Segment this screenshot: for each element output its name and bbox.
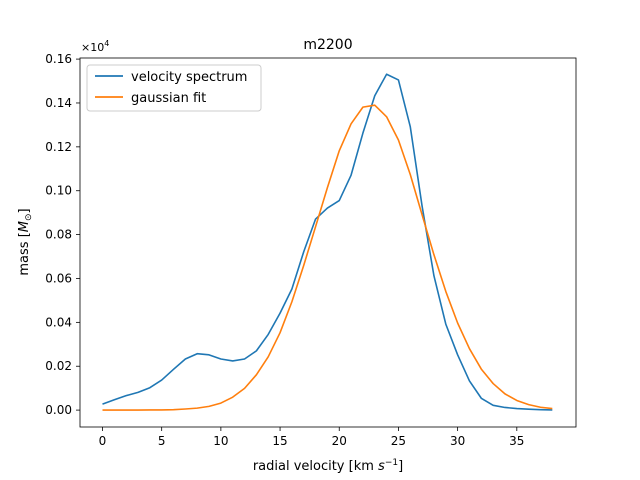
y-offset-exponent: 4 bbox=[104, 39, 109, 48]
y-tick-label: 0.06 bbox=[45, 271, 72, 285]
y-axis-ticks: 0.00 0.02 0.04 0.06 0.08 0.10 0.12 0.14 0.16 bbox=[45, 52, 80, 417]
legend-label-gaussian-fit: gaussian fit bbox=[131, 91, 206, 106]
y-tick-label: 0.12 bbox=[45, 140, 72, 154]
y-tick-label: 0.16 bbox=[45, 52, 72, 66]
x-tick-label: 25 bbox=[391, 434, 406, 448]
x-tick-label: 20 bbox=[332, 434, 347, 448]
legend: velocity spectrum gaussian fit bbox=[86, 64, 262, 112]
y-tick-label: 0.10 bbox=[45, 184, 72, 198]
series-line-gaussian-fit bbox=[102, 104, 553, 411]
x-tick-label: 10 bbox=[213, 434, 228, 448]
axes-frame bbox=[79, 57, 577, 428]
x-tick-label: 0 bbox=[99, 434, 107, 448]
series-line-velocity-spectrum bbox=[102, 73, 553, 411]
x-tick-label: 35 bbox=[509, 434, 524, 448]
legend-box bbox=[86, 64, 262, 112]
legend-label-velocity-spectrum: velocity spectrum bbox=[131, 70, 247, 85]
x-axis-label: radial velocity [km s−1] bbox=[253, 458, 403, 474]
x-tick-label: 5 bbox=[158, 434, 166, 448]
y-tick-label: 0.00 bbox=[45, 403, 72, 417]
chart-title: m2200 bbox=[303, 37, 352, 53]
y-offset-label: ×104 bbox=[81, 39, 109, 54]
x-tick-label: 30 bbox=[450, 434, 465, 448]
y-tick-label: 0.08 bbox=[45, 228, 72, 242]
y-axis-label: mass [M⊙] bbox=[17, 208, 34, 275]
series-lines bbox=[102, 73, 553, 411]
y-tick-label: 0.04 bbox=[45, 315, 72, 329]
x-axis-ticks: 0 5 10 15 20 25 30 35 bbox=[99, 427, 524, 448]
x-tick-label: 15 bbox=[272, 434, 287, 448]
y-tick-label: 0.14 bbox=[45, 96, 72, 110]
y-tick-label: 0.02 bbox=[45, 359, 72, 373]
